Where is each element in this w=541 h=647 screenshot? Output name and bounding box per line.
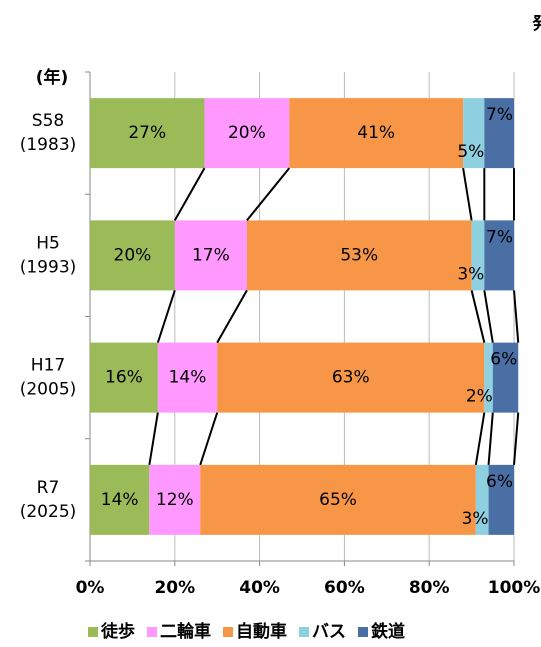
bar-segment [90,98,205,169]
data-label: 2% [466,387,493,407]
y-tick-label: H5 [36,233,60,253]
data-label: 65% [319,490,357,510]
data-label: 27% [128,123,166,143]
y-tick-label: H17 [31,356,65,376]
connector-line [470,290,486,343]
connector-line [462,167,473,221]
bar-segment [149,464,201,535]
connector-line [199,412,219,466]
x-tick-label: 80% [409,578,450,598]
bar-segment [488,464,514,535]
data-label: 20% [114,245,152,265]
legend-swatch [358,627,368,637]
y-axis-label: (年) [36,67,69,88]
data-label: 7% [486,105,513,125]
connector-line [173,167,206,221]
legend-label: 徒歩 [100,621,135,642]
data-label: 3% [462,509,489,529]
y-tick-label: S58 [32,111,64,131]
connector-line [216,289,248,344]
connector-line [513,412,520,465]
data-label: 6% [490,350,517,370]
legend-swatch [299,627,309,637]
bar-segment [200,464,476,535]
connector-line [513,290,520,343]
data-label: 63% [332,368,370,388]
bar-segment [475,464,489,535]
bar-segment [246,220,472,291]
legend-label: 二輪車 [160,621,211,642]
data-label: 7% [486,227,513,247]
x-tick-label: 100% [488,578,541,598]
bar-segment [217,342,485,413]
y-tick-label: R7 [37,478,60,498]
bar-segment [174,220,247,291]
legend-swatch [147,627,157,637]
data-label: 14% [169,368,207,388]
bar-segment [492,342,519,413]
connector-line [156,290,176,343]
legend-label: 鉄道 [371,621,405,642]
data-label: 12% [156,490,194,510]
bar-segment [289,98,464,169]
connector-line [246,167,291,222]
connector-line [148,412,159,466]
data-label: 17% [192,245,230,265]
note: 発 [532,13,541,34]
y-tick-label: (2005) [20,380,77,400]
legend-swatch [88,627,98,637]
bar-segment [204,98,290,169]
data-label: 14% [101,490,139,510]
data-label: 6% [486,472,513,492]
x-tick-label: 0% [76,578,105,598]
bar-segment [463,98,485,169]
y-tick-label: (2025) [20,502,77,522]
y-tick-label: (1993) [20,257,77,277]
bar-segment [484,98,514,169]
bar-segment [484,220,514,291]
data-label: 5% [457,142,484,162]
x-tick-label: 60% [324,578,365,598]
x-tick-label: 20% [154,578,195,598]
bar-segment [90,464,150,535]
legend-label: バス [312,622,346,642]
connector-line [483,290,494,343]
data-label: 41% [357,123,395,143]
legend-swatch [223,627,233,637]
bar-segment [157,342,218,413]
legend-label: 自動車 [236,621,287,642]
connector-line [487,412,494,465]
x-tick-label: 40% [239,578,280,598]
data-label: 20% [228,123,266,143]
bar-segment [471,220,485,291]
y-tick-label: (1983) [20,135,77,155]
bar-segment [90,220,175,291]
bar-segment [90,342,158,413]
connector-line [474,412,486,466]
bar-segment [484,342,493,413]
data-label: 16% [105,368,143,388]
data-label: 3% [457,264,484,284]
data-label: 53% [340,245,378,265]
